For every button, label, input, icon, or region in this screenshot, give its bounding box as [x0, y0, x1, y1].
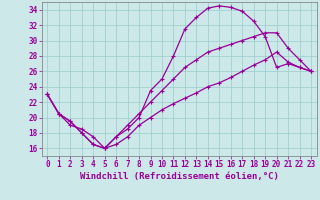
X-axis label: Windchill (Refroidissement éolien,°C): Windchill (Refroidissement éolien,°C)	[80, 172, 279, 181]
